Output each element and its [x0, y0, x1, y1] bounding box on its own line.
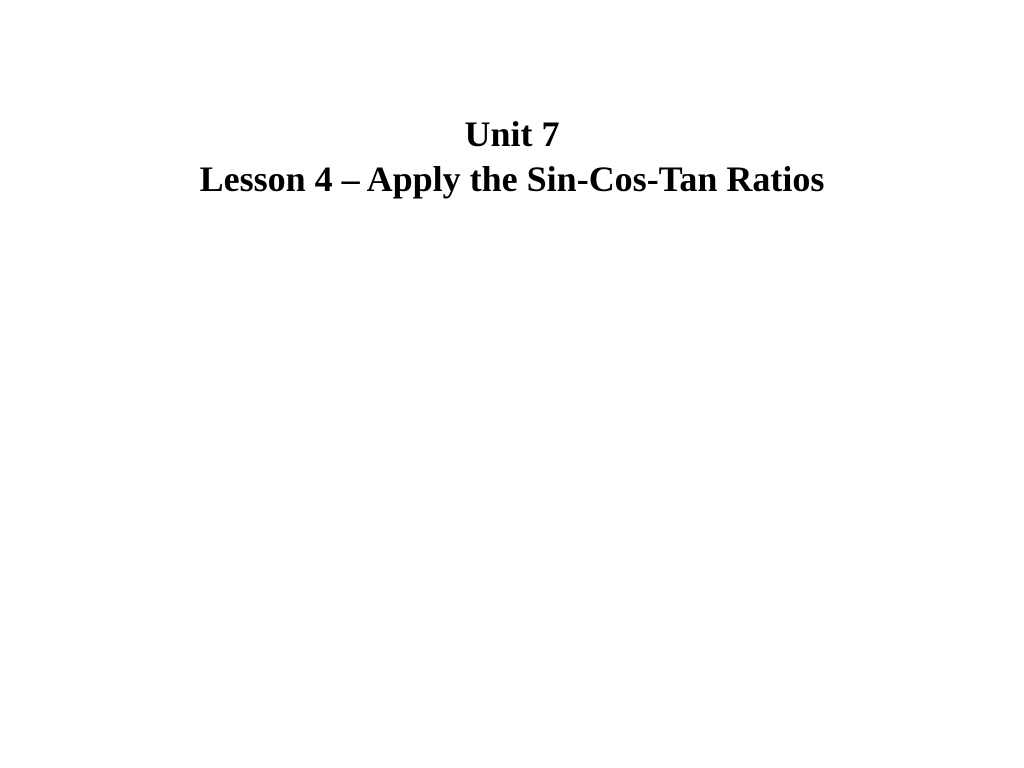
slide-container: Unit 7 Lesson 4 – Apply the Sin-Cos-Tan … [0, 0, 1024, 768]
title-line-2: Lesson 4 – Apply the Sin-Cos-Tan Ratios [0, 157, 1024, 202]
slide-title-block: Unit 7 Lesson 4 – Apply the Sin-Cos-Tan … [0, 112, 1024, 202]
title-line-1: Unit 7 [0, 112, 1024, 157]
